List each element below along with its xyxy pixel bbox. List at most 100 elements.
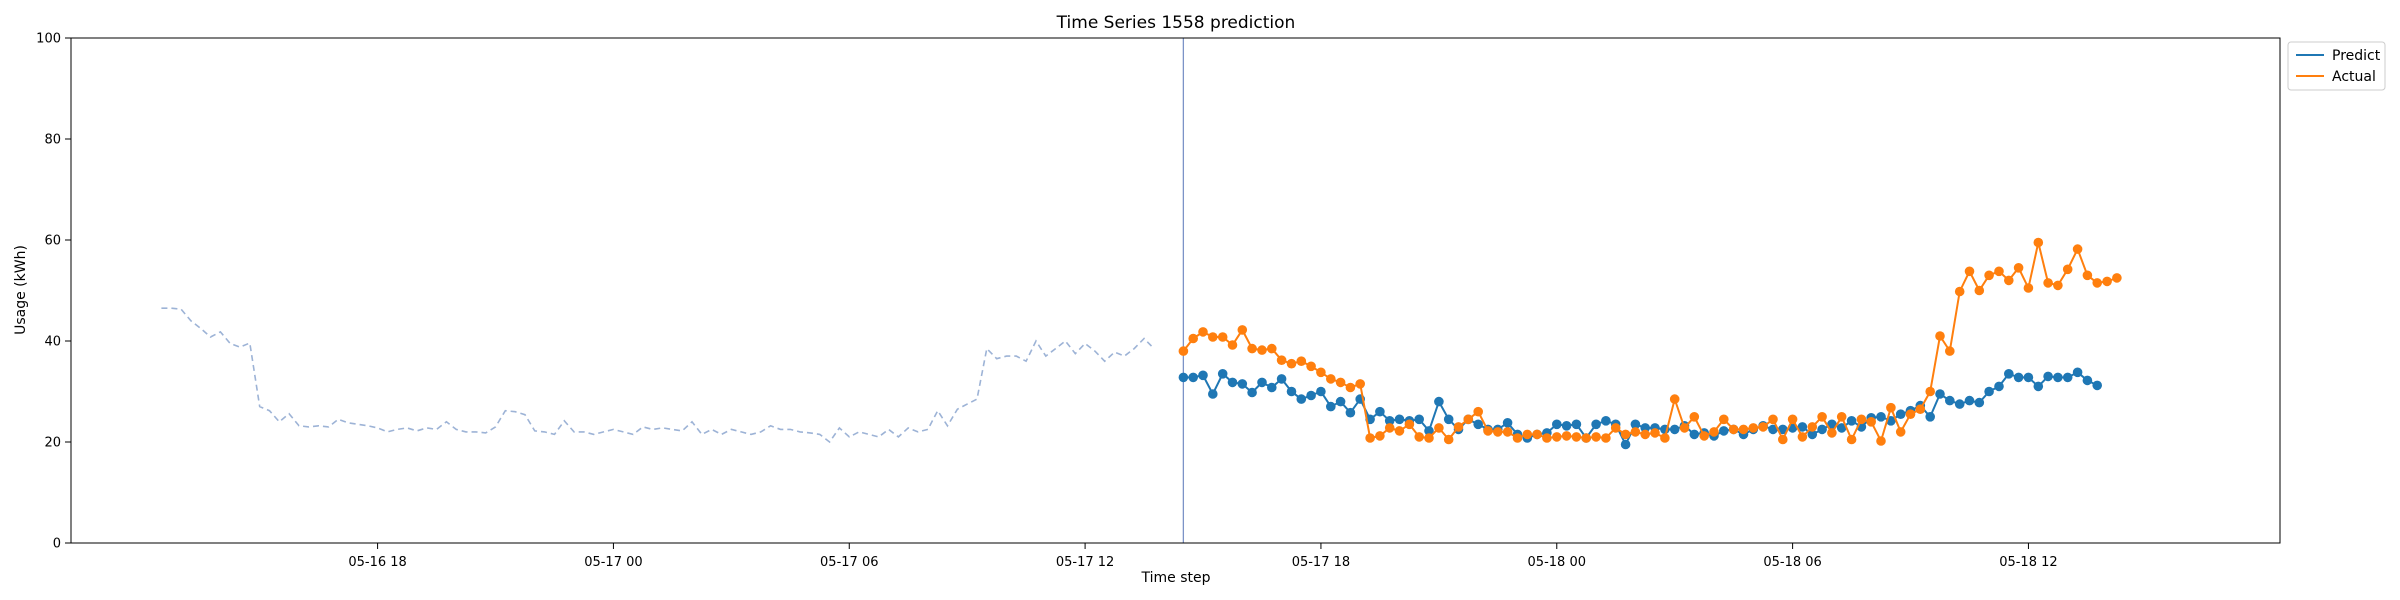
point-predict [1424, 426, 1434, 436]
point-predict [1394, 414, 1405, 425]
point-actual [1188, 333, 1198, 344]
point-predict [1669, 424, 1680, 435]
point-predict [1208, 389, 1218, 399]
point-actual [1198, 327, 1208, 337]
point-actual [1964, 266, 1975, 277]
point-predict [1414, 414, 1424, 425]
point-predict [1935, 389, 1945, 399]
point-actual [1493, 427, 1503, 437]
legend-label-predict: Predict [2332, 48, 2381, 64]
point-actual [1463, 414, 1474, 425]
point-actual [1208, 332, 1218, 342]
point-actual [1610, 423, 1621, 433]
point-actual [2102, 276, 2112, 287]
point-actual [1414, 432, 1424, 442]
point-predict [1778, 424, 1788, 435]
point-actual [1227, 340, 1238, 350]
point-actual [1797, 432, 1808, 442]
point-actual [1522, 429, 1533, 440]
series-line-predict [1183, 371, 2098, 447]
point-actual [1512, 433, 1523, 443]
point-actual [1178, 346, 1189, 356]
point-actual [1954, 286, 1965, 297]
axes: 0 20 40 60 80 100 05-16 18 05-17 00 05-17 06 05-1… [36, 32, 2057, 571]
point-actual [1905, 409, 1916, 420]
y-tick-label: 60 [44, 234, 61, 249]
point-predict [2043, 371, 2053, 382]
x-axis-title: Time step [1141, 570, 1211, 586]
point-actual [1591, 432, 1601, 442]
point-predict [1768, 424, 1778, 435]
point-actual [1247, 343, 1257, 354]
point-predict [2092, 380, 2102, 391]
point-actual [1581, 433, 1591, 443]
point-actual [1925, 386, 1935, 397]
point-predict [1473, 419, 1483, 430]
point-predict [1326, 401, 1336, 412]
point-actual [1895, 427, 1906, 437]
series-line-actual [1182, 242, 2118, 444]
point-predict [1384, 416, 1395, 426]
point-predict [1247, 387, 1257, 398]
y-tick-label: 20 [44, 436, 61, 451]
point-actual [1650, 428, 1660, 438]
point-predict [1797, 422, 1808, 432]
point-predict [1994, 381, 2004, 392]
point-actual [1257, 345, 1267, 355]
point-actual [1827, 428, 1837, 438]
point-predict [1895, 409, 1906, 420]
point-actual [1453, 422, 1464, 432]
point-predict [2023, 372, 2034, 383]
point-actual [1326, 374, 1336, 384]
point-actual [1571, 432, 1582, 442]
point-actual [1709, 427, 1719, 437]
legend-label-actual: Actual [2332, 69, 2376, 85]
x-tick-label: 05-18 12 [1999, 555, 2057, 570]
point-predict [1188, 372, 1198, 383]
point-actual [1866, 417, 1876, 427]
x-tick-label: 05-17 18 [1292, 555, 1350, 570]
point-predict [1846, 416, 1857, 426]
point-actual [1836, 412, 1847, 422]
point-predict [1630, 419, 1641, 430]
point-actual [1365, 433, 1375, 443]
point-predict [1375, 406, 1385, 417]
point-predict [1620, 439, 1631, 450]
point-actual [1473, 406, 1483, 417]
plot-area [161, 38, 2122, 543]
point-predict [1443, 414, 1454, 425]
point-actual [1483, 426, 1493, 436]
point-predict [2072, 367, 2083, 378]
point-predict [1286, 386, 1297, 397]
point-actual [2043, 278, 2053, 288]
point-actual [1728, 424, 1739, 435]
point-actual [2072, 244, 2083, 254]
point-actual [1689, 412, 1700, 422]
point-predict [1571, 419, 1582, 430]
point-actual [1286, 358, 1297, 369]
point-actual [1876, 436, 1886, 446]
y-tick-label: 40 [44, 335, 61, 350]
point-predict [2013, 372, 2024, 383]
point-actual [1856, 414, 1867, 425]
point-predict [1719, 426, 1729, 436]
point-actual [1817, 412, 1827, 422]
x-tick-label: 05-18 06 [1763, 555, 1821, 570]
point-actual [1984, 270, 1994, 281]
point-predict [1198, 370, 1208, 381]
point-actual [1394, 426, 1405, 436]
point-predict [1817, 424, 1827, 435]
point-actual [1660, 433, 1670, 443]
point-actual [1306, 361, 1316, 372]
point-predict [1316, 386, 1326, 397]
point-actual [1768, 414, 1778, 425]
point-predict [1876, 412, 1886, 422]
point-actual [1355, 379, 1365, 389]
x-tick-label: 05-17 12 [1056, 555, 1114, 570]
point-predict [1257, 377, 1267, 388]
point-predict [1954, 399, 1965, 409]
point-predict [1335, 396, 1346, 407]
point-actual [1630, 427, 1641, 437]
y-tick-label: 0 [53, 537, 61, 552]
point-predict [1836, 423, 1847, 433]
